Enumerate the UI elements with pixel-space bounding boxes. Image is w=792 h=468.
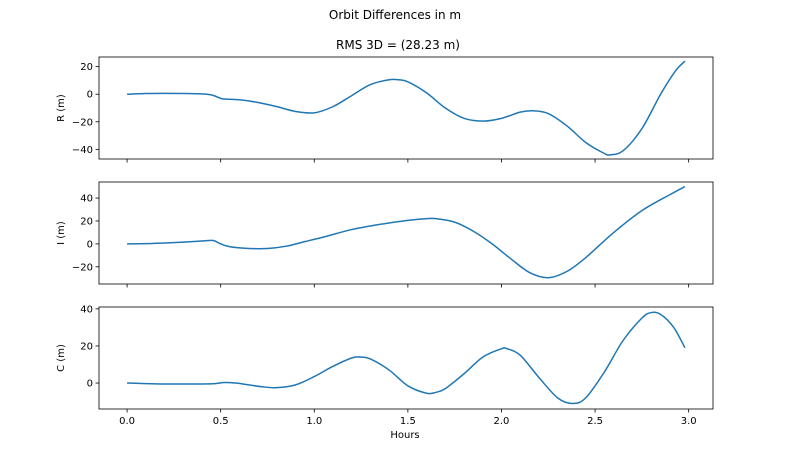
- y-tick-label: 0: [87, 239, 93, 250]
- y-tick-label: 20: [80, 62, 93, 73]
- y-tick-label: 0: [87, 379, 93, 390]
- y-tick-label: 40: [80, 304, 93, 315]
- x-tick-label: 1.5: [400, 416, 416, 427]
- x-tick-label: 3.0: [681, 416, 697, 427]
- y-tick-label: 40: [80, 194, 93, 205]
- y-tick-label: −20: [72, 117, 93, 128]
- y-tick-label: 0: [87, 90, 93, 101]
- y-axis-label: C (m): [56, 344, 67, 372]
- axes-frame: [98, 56, 714, 160]
- series-line: [127, 311, 686, 405]
- y-axis-label: I (m): [56, 221, 67, 245]
- y-tick-label: −20: [72, 262, 93, 273]
- x-tick-label: 1.0: [306, 416, 322, 427]
- x-tick-label: 0.0: [119, 416, 135, 427]
- y-tick-label: 20: [80, 216, 93, 227]
- x-tick-label: 2.0: [494, 416, 510, 427]
- series-line: [127, 60, 686, 156]
- figure-title: Orbit Differences in m: [329, 8, 461, 22]
- y-tick-label: −40: [72, 145, 93, 156]
- panel-i: 40 20 0 −20 I (m): [56, 181, 714, 288]
- axes-frame: [98, 306, 714, 410]
- series-line: [127, 185, 686, 279]
- y-axis-label: R (m): [56, 94, 67, 122]
- plot-title: RMS 3D = (28.23 m): [336, 38, 460, 52]
- x-axis-label: Hours: [390, 430, 419, 441]
- axes-frame: [98, 181, 714, 285]
- panel-c: 40 20 0 0.0 0.5 1.0 1.5 2.0 2.5 3.0 C (m): [56, 304, 714, 427]
- x-tick-label: 2.5: [587, 416, 603, 427]
- y-tick-label: 20: [80, 341, 93, 352]
- x-tick-label: 0.5: [213, 416, 229, 427]
- panel-r: 20 0 −20 −40 R (m): [56, 56, 714, 163]
